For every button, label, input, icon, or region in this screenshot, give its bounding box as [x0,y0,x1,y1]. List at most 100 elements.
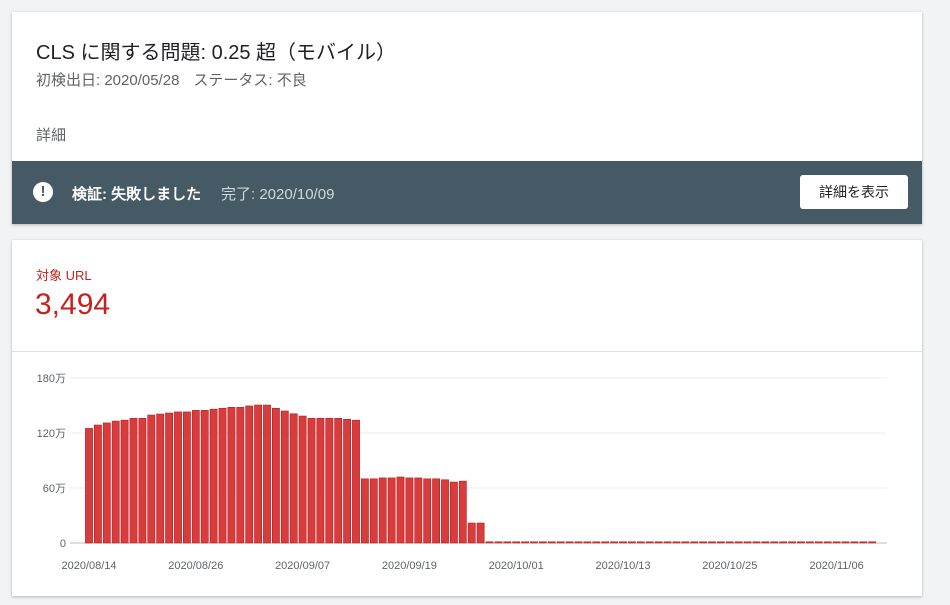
bar [841,541,850,544]
bar [797,541,805,544]
bar [708,541,716,544]
bar [165,412,173,544]
bar [725,541,734,544]
bar [645,541,654,544]
bar [512,541,521,544]
bar [138,418,147,544]
bar [369,478,378,544]
bar [814,541,823,544]
bar [307,418,316,544]
y-tick-label: 0 [60,538,66,550]
bar [156,413,165,544]
bar [770,541,779,544]
validation-banner: ! 検証: 失敗しました 完了: 2020/10/09 詳細を表示 [12,161,922,224]
bar [859,541,868,544]
see-details-button[interactable]: 詳細を表示 [800,175,908,209]
bar [530,541,538,544]
issue-title: CLS に関する問題: 0.25 超（モバイル） [36,42,397,64]
bar [174,411,182,544]
bar [227,407,236,544]
bar [868,541,877,544]
validation-status: 検証: 失敗しました [72,186,202,203]
bar [601,541,610,544]
metric-label: 対象 URL [36,268,92,283]
bar [387,477,396,544]
bar [218,407,227,544]
bar [805,541,814,544]
bar [619,541,627,544]
bar [654,541,663,544]
bar [343,418,351,544]
issue-meta: 初検出日: 2020/05/28 ステータス: 不良 [36,69,321,90]
bar [752,541,761,544]
x-tick-label: 2020/09/19 [382,560,437,572]
bar [494,541,503,544]
validation-completed: 完了: 2020/10/09 [221,186,335,203]
bar [191,410,200,544]
bar [592,541,601,544]
bar [672,541,681,544]
bar [699,541,707,544]
bar [832,541,841,544]
bar [441,479,449,544]
bar [690,541,699,544]
bar [850,541,859,544]
bar [574,541,583,544]
bar [743,541,752,544]
bar [432,478,440,544]
x-tick-label: 2020/11/06 [809,560,863,572]
bar [761,541,770,544]
bar [636,541,645,544]
bar [85,428,93,544]
details-heading: 詳細 [36,127,67,144]
metric-value: 3,494 [35,288,111,321]
bar [271,407,280,544]
bar [289,413,298,544]
issue-card: CLS に関する問題: 0.25 超（モバイル） 初検出日: 2020/05/2… [12,12,922,224]
first-detected: 初検出日: 2020/05/28 [36,72,180,89]
y-tick-label: 180万 [37,373,66,385]
bar [405,477,414,544]
bar [129,418,138,544]
divider [12,351,922,352]
bar [503,541,512,544]
x-tick-label: 2020/09/07 [275,560,330,572]
bar [476,522,485,544]
bar [280,410,289,544]
bar [538,541,547,544]
bar [120,419,129,544]
bar [467,522,476,544]
bar [236,407,245,544]
bar [627,541,636,544]
bar [788,541,796,544]
bar [547,541,556,544]
bar [378,477,387,544]
bar [94,424,102,544]
bar [423,478,432,544]
bar [209,408,218,544]
x-tick-label: 2020/08/14 [61,560,116,572]
bar [102,422,111,544]
bar [565,541,574,544]
bar [610,541,618,544]
bar [111,420,120,544]
bar [360,478,369,544]
y-tick-label: 120万 [37,428,66,440]
bar [298,415,307,544]
bar [414,477,423,544]
bar [823,541,832,544]
bar [352,419,360,544]
issue-status: ステータス: 不良 [193,72,307,89]
bar [485,541,494,544]
affected-urls-card: 対象 URL 3,494 0 60万 120万 180万 2020/08/14 2020/… [12,240,922,596]
y-tick-label: 60万 [43,483,66,495]
x-tick-label: 2020/08/26 [168,560,223,572]
bar [325,418,334,544]
bar [458,480,467,544]
bar [779,541,788,544]
bar [681,541,690,544]
bar [334,418,343,544]
bar [147,414,156,544]
exclamation-circle-icon: ! [33,182,53,202]
